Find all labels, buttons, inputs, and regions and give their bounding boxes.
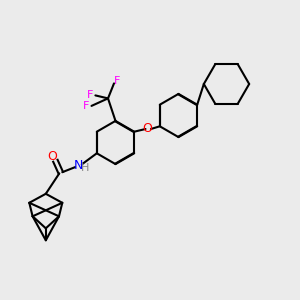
Text: N: N [74, 159, 83, 172]
Text: O: O [47, 150, 57, 164]
Text: F: F [87, 90, 93, 100]
Text: F: F [114, 76, 120, 86]
Text: H: H [81, 163, 89, 173]
Text: O: O [142, 122, 152, 136]
Text: F: F [83, 101, 89, 111]
